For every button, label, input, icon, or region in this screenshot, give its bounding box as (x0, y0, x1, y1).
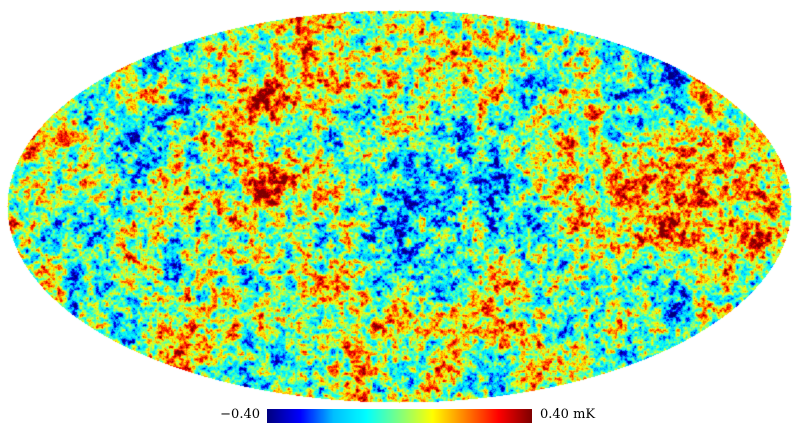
colorbar-gradient (267, 409, 532, 423)
cmb-temperature-sky-map (0, 0, 800, 406)
colorbar-min-label: −0.40 (220, 407, 260, 422)
colorbar-max-label: 0.40 mK (540, 407, 596, 422)
colorbar: −0.40 0.40 mK (0, 406, 800, 426)
